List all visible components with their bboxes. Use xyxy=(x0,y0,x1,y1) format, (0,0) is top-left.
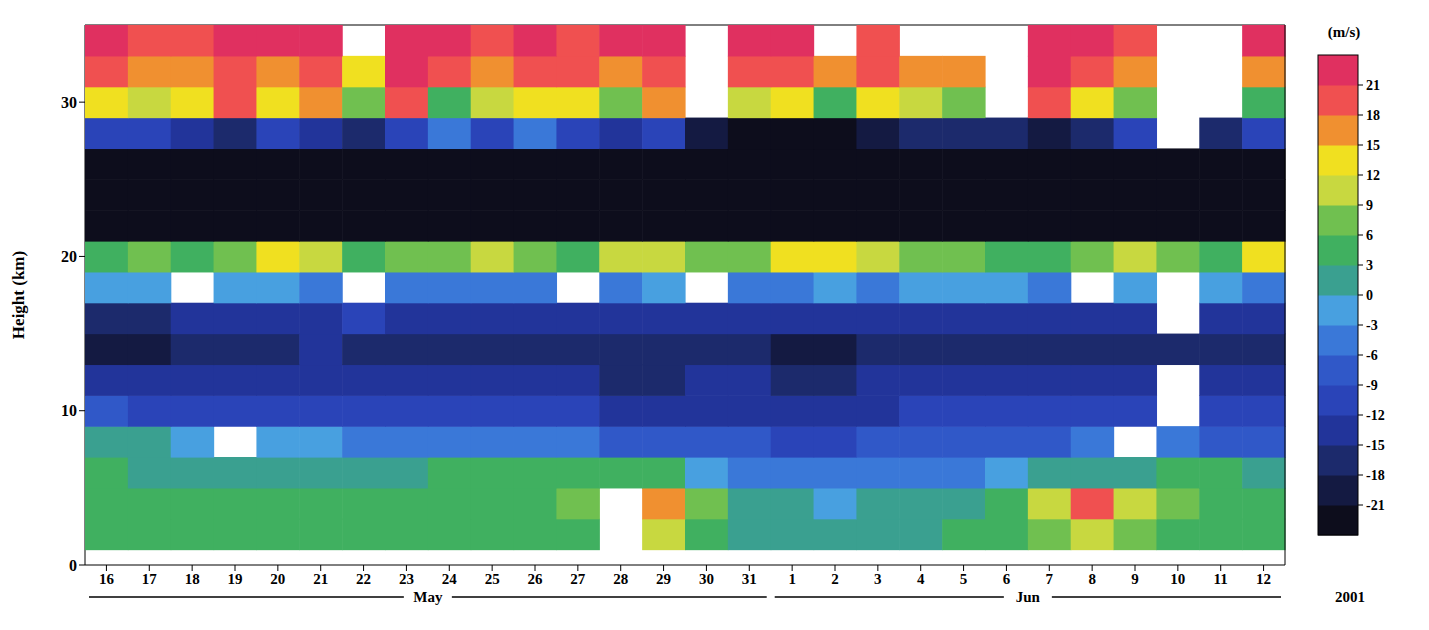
svg-text:May: May xyxy=(413,589,443,605)
svg-text:0: 0 xyxy=(1366,288,1373,303)
svg-text:10: 10 xyxy=(61,402,77,419)
svg-text:-3: -3 xyxy=(1366,318,1378,333)
svg-text:11: 11 xyxy=(1214,571,1228,587)
svg-text:5: 5 xyxy=(960,571,968,587)
svg-text:16: 16 xyxy=(99,571,115,587)
svg-text:(m/s): (m/s) xyxy=(1328,24,1361,41)
svg-text:30: 30 xyxy=(699,571,714,587)
svg-text:24: 24 xyxy=(442,571,458,587)
svg-text:0: 0 xyxy=(69,557,77,574)
svg-text:18: 18 xyxy=(185,571,200,587)
svg-text:Height (km): Height (km) xyxy=(9,251,28,339)
svg-text:-15: -15 xyxy=(1366,438,1385,453)
svg-text:28: 28 xyxy=(613,571,628,587)
svg-text:9: 9 xyxy=(1131,571,1139,587)
svg-text:-18: -18 xyxy=(1366,468,1385,483)
svg-text:-21: -21 xyxy=(1366,498,1385,513)
svg-text:-9: -9 xyxy=(1366,378,1378,393)
svg-text:25: 25 xyxy=(485,571,500,587)
svg-text:1: 1 xyxy=(788,571,796,587)
svg-text:18: 18 xyxy=(1366,108,1380,123)
svg-text:22: 22 xyxy=(356,571,371,587)
svg-text:6: 6 xyxy=(1366,228,1373,243)
svg-text:19: 19 xyxy=(228,571,243,587)
svg-text:17: 17 xyxy=(142,571,158,587)
svg-text:21: 21 xyxy=(1366,78,1380,93)
svg-text:6: 6 xyxy=(1003,571,1011,587)
svg-text:15: 15 xyxy=(1366,138,1380,153)
svg-text:Jun: Jun xyxy=(1016,589,1041,605)
svg-text:3: 3 xyxy=(874,571,882,587)
svg-text:20: 20 xyxy=(270,571,285,587)
svg-text:4: 4 xyxy=(917,571,925,587)
svg-text:12: 12 xyxy=(1366,168,1380,183)
svg-text:-6: -6 xyxy=(1366,348,1378,363)
svg-text:3: 3 xyxy=(1366,258,1373,273)
svg-text:2001: 2001 xyxy=(1335,589,1365,605)
svg-text:2: 2 xyxy=(831,571,839,587)
svg-text:21: 21 xyxy=(313,571,328,587)
svg-text:8: 8 xyxy=(1088,571,1096,587)
svg-text:-12: -12 xyxy=(1366,408,1385,423)
svg-text:7: 7 xyxy=(1046,571,1054,587)
svg-text:29: 29 xyxy=(656,571,671,587)
svg-text:9: 9 xyxy=(1366,198,1373,213)
svg-text:27: 27 xyxy=(570,571,586,587)
svg-text:31: 31 xyxy=(742,571,757,587)
svg-text:12: 12 xyxy=(1256,571,1271,587)
svg-text:20: 20 xyxy=(61,248,77,265)
svg-text:26: 26 xyxy=(528,571,544,587)
svg-text:10: 10 xyxy=(1170,571,1185,587)
svg-text:23: 23 xyxy=(399,571,414,587)
svg-text:30: 30 xyxy=(61,94,77,111)
